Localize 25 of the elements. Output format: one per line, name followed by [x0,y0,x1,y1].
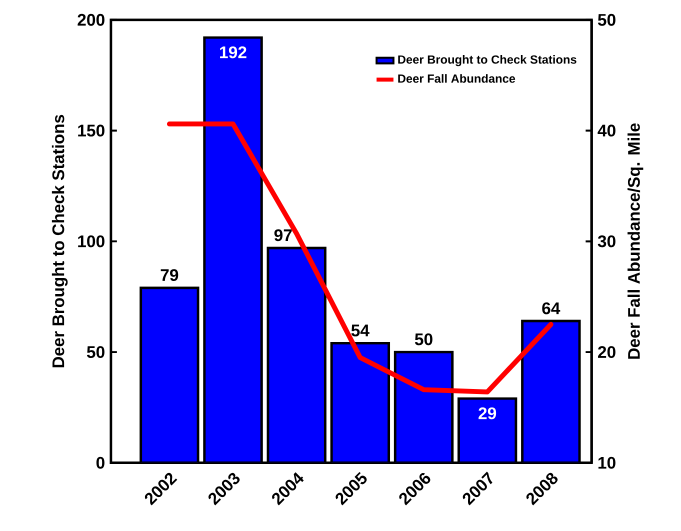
data-label: 192 [220,46,246,58]
bar [268,248,326,463]
y2-tick-label: 10 [598,456,616,469]
y-axis-title: Deer Brought to Check Stations [52,114,68,368]
data-label: 97 [274,229,292,242]
bar [140,288,198,463]
y2-axis-title: Deer Fall Abundance/Sq. Mile [628,123,644,359]
data-label: 79 [160,268,178,281]
data-label: 54 [351,324,370,336]
data-label: 50 [414,333,432,346]
y2-tick-label: 30 [598,235,616,248]
y-tick-label: 0 [96,456,104,469]
legend-label: Deer Brought to Check Stations [398,54,576,66]
y-tick-label: 100 [78,235,104,248]
y2-tick-label: 50 [598,14,616,26]
y-tick-label: 150 [78,124,104,136]
data-label: 29 [478,407,496,420]
bar [332,343,389,463]
y2-tick-label: 40 [598,124,616,136]
legend-label: Deer Fall Abundance [398,74,516,83]
data-label: 64 [542,302,560,314]
y-tick-label: 200 [78,14,104,26]
bar [204,37,262,463]
y-tick-label: 50 [86,346,104,358]
y2-tick-label: 20 [598,346,616,358]
